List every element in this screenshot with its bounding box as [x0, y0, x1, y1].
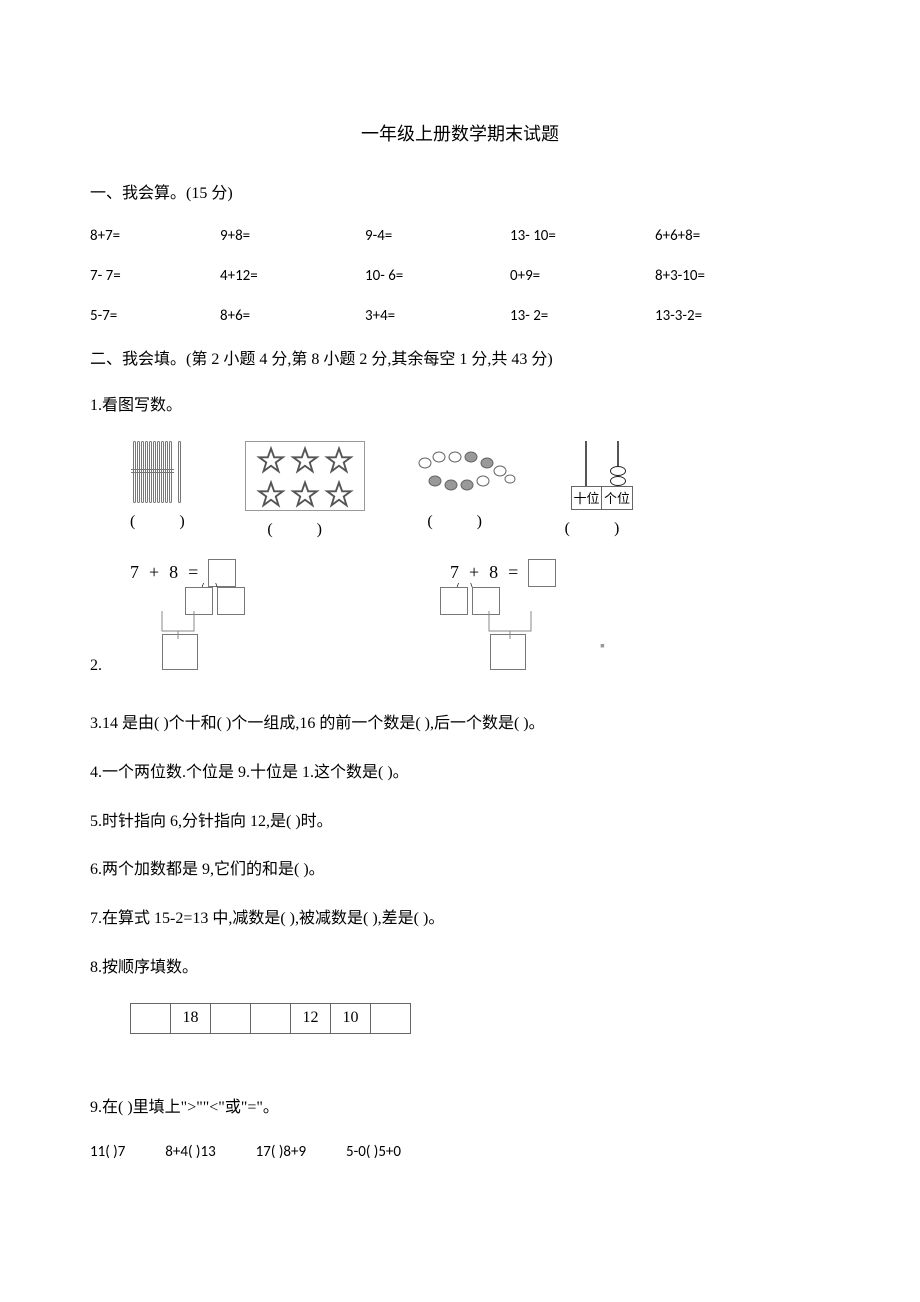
calc-cell: 9-4=: [365, 227, 510, 245]
split-box: [440, 587, 468, 615]
seq-cell: [131, 1003, 171, 1033]
seq-cell: 10: [331, 1003, 371, 1033]
calc-cell: 8+6=: [220, 307, 365, 325]
calc-cell: 9+8=: [220, 227, 365, 245]
q4: 4.一个两位数.个位是 9.十位是 1.这个数是( )。: [90, 759, 830, 788]
calc-cell: 0+9=: [510, 267, 655, 285]
bracket-icon: [158, 611, 198, 641]
decomp-2: 7 + 8 = / \ ▪: [450, 559, 670, 679]
bracket-icon: [485, 611, 535, 641]
split-box: [217, 587, 245, 615]
calc-cell: 5-7=: [90, 307, 220, 325]
eq-b: 8: [169, 562, 178, 583]
star-icon: [324, 480, 354, 510]
seq-cell: [211, 1003, 251, 1033]
seq-cell: 12: [291, 1003, 331, 1033]
page-title: 一年级上册数学期末试题: [90, 120, 830, 146]
q9-items: 11( )7 8+4( )13 17( )8+9 5-0( )5+0: [90, 1143, 830, 1161]
paren: ( ): [267, 521, 342, 539]
seq-cell: [251, 1003, 291, 1033]
calc-row-3: 5-7= 8+6= 3+4= 13- 2= 13-3-2=: [90, 307, 830, 325]
q9-item: 8+4( )13: [165, 1143, 215, 1161]
calc-cell: 3+4=: [365, 307, 510, 325]
eq-a: 7: [130, 562, 139, 583]
eq-op: +: [149, 562, 159, 583]
beads-image: ( ): [405, 441, 525, 539]
calc-cell: 10- 6=: [365, 267, 510, 285]
section1-header: 一、我会算。(15 分): [90, 181, 830, 207]
section2-header: 二、我会填。(第 2 小题 4 分,第 8 小题 2 分,其余每空 1 分,共 …: [90, 347, 830, 373]
eq-b: 8: [489, 562, 498, 583]
place-value-image: 十位 个位 ( ): [565, 441, 640, 539]
beads-icon: [405, 441, 525, 503]
eq-eq: =: [188, 562, 198, 583]
calc-cell: 6+6+8=: [655, 227, 800, 245]
calc-row-1: 8+7= 9+8= 9-4= 13- 10= 6+6+8=: [90, 227, 830, 245]
star-icon: [290, 480, 320, 510]
star-icon: [256, 480, 286, 510]
q9: 9.在( )里填上">""<"或"="。: [90, 1094, 830, 1123]
star-icon: [324, 446, 354, 476]
pv-tens-label: 十位: [572, 487, 602, 509]
paren: ( ): [427, 513, 502, 531]
q8: 8.按顺序填数。: [90, 954, 830, 983]
q5: 5.时针指向 6,分针指向 12,是( )时。: [90, 808, 830, 837]
calc-cell: 13- 10=: [510, 227, 655, 245]
calc-cell: 13-3-2=: [655, 307, 800, 325]
q9-item: 11( )7: [90, 1143, 125, 1161]
eq-eq: =: [508, 562, 518, 583]
seq-cell: [371, 1003, 411, 1033]
calc-cell: 7- 7=: [90, 267, 220, 285]
pv-ones-label: 个位: [602, 487, 632, 509]
star-icon: [290, 446, 320, 476]
decomp-1: 7 + 8 = / \: [130, 559, 350, 679]
seq-cell: 18: [171, 1003, 211, 1033]
q9-item: 17( )8+9: [256, 1143, 306, 1161]
answer-box: [528, 559, 556, 587]
calc-cell: 8+7=: [90, 227, 220, 245]
sequence-table: 18 12 10: [130, 1003, 411, 1034]
q3: 3.14 是由( )个十和( )个一组成,16 的前一个数是( ),后一个数是(…: [90, 710, 830, 739]
paren: ( ): [130, 513, 205, 531]
calc-cell: 8+3-10=: [655, 267, 800, 285]
q7: 7.在算式 15-2=13 中,减数是( ),被减数是( ),差是( )。: [90, 905, 830, 934]
paren: ( ): [565, 520, 640, 538]
marker-icon: ▪: [600, 639, 605, 655]
calc-cell: 13- 2=: [510, 307, 655, 325]
q6: 6.两个加数都是 9,它们的和是( )。: [90, 856, 830, 885]
q1-images: ( ) ( ) ( ): [130, 441, 830, 539]
q1-label: 1.看图写数。: [90, 392, 830, 421]
stars-image: ( ): [245, 441, 365, 539]
calc-row-2: 7- 7= 4+12= 10- 6= 0+9= 8+3-10=: [90, 267, 830, 285]
q9-item: 5-0( )5+0: [346, 1143, 401, 1161]
sticks-image: ( ): [130, 441, 205, 539]
calc-cell: 4+12=: [220, 267, 365, 285]
star-icon: [256, 446, 286, 476]
